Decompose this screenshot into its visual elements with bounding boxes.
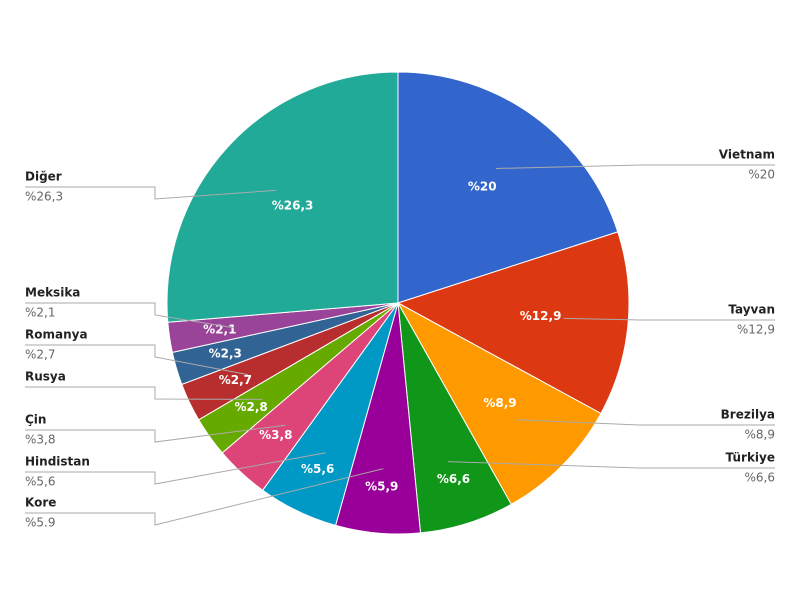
legend-label: Türkiye — [725, 451, 775, 465]
legend-label: Brezilya — [721, 408, 775, 422]
slice-label: %12,9 — [520, 309, 562, 323]
leader-line — [25, 386, 263, 400]
legend-value: %8,9 — [745, 428, 776, 442]
leader-line — [563, 317, 775, 321]
leader-line — [495, 164, 775, 170]
slice-label: %5,6 — [301, 462, 334, 476]
legend-label: Meksika — [25, 286, 80, 300]
slice-label: %2,3 — [209, 347, 242, 361]
slice-label: %2,7 — [219, 373, 252, 387]
legend-value: %26,3 — [25, 190, 63, 204]
slice-label: %8,9 — [483, 396, 516, 410]
slice-label: %20 — [468, 180, 497, 194]
leader-line — [447, 461, 775, 469]
legend-label: Rusya — [25, 370, 66, 384]
slice-label: %2,8 — [234, 400, 267, 414]
legend-label: Vietnam — [719, 148, 775, 162]
legend-value: %5.9 — [25, 516, 56, 530]
leader-line — [25, 302, 234, 329]
leader-line — [516, 419, 775, 426]
legend-label: Hindistan — [25, 455, 90, 469]
leader-line — [25, 344, 248, 376]
legend-value: %5,6 — [25, 475, 56, 489]
slice-label: %3,8 — [259, 428, 292, 442]
leader-line — [25, 424, 286, 443]
legend-label: Diğer — [25, 170, 62, 184]
slice-label: %5,9 — [365, 480, 398, 494]
slice-label: %2,1 — [203, 322, 236, 336]
legend-value: %12,9 — [737, 323, 775, 337]
legend-value: %20 — [748, 168, 775, 182]
pie-slice — [397, 71, 619, 304]
legend-value: %2,1 — [25, 306, 56, 320]
leader-line — [25, 468, 384, 526]
legend-value: %2,7 — [25, 348, 56, 362]
pie-slice — [396, 231, 630, 415]
legend-label: Çin — [25, 413, 46, 427]
legend-value: %3,8 — [25, 433, 56, 447]
legend-label: Kore — [25, 496, 56, 510]
legend-label: Tayvan — [728, 303, 775, 317]
leader-line — [25, 452, 326, 485]
legend-label: Romanya — [25, 328, 88, 342]
legend-value: %6,6 — [745, 471, 776, 485]
slice-label: %6,6 — [437, 472, 470, 486]
pie-slice — [166, 71, 399, 323]
slice-label: %26,3 — [272, 199, 314, 213]
leader-line — [25, 186, 276, 200]
